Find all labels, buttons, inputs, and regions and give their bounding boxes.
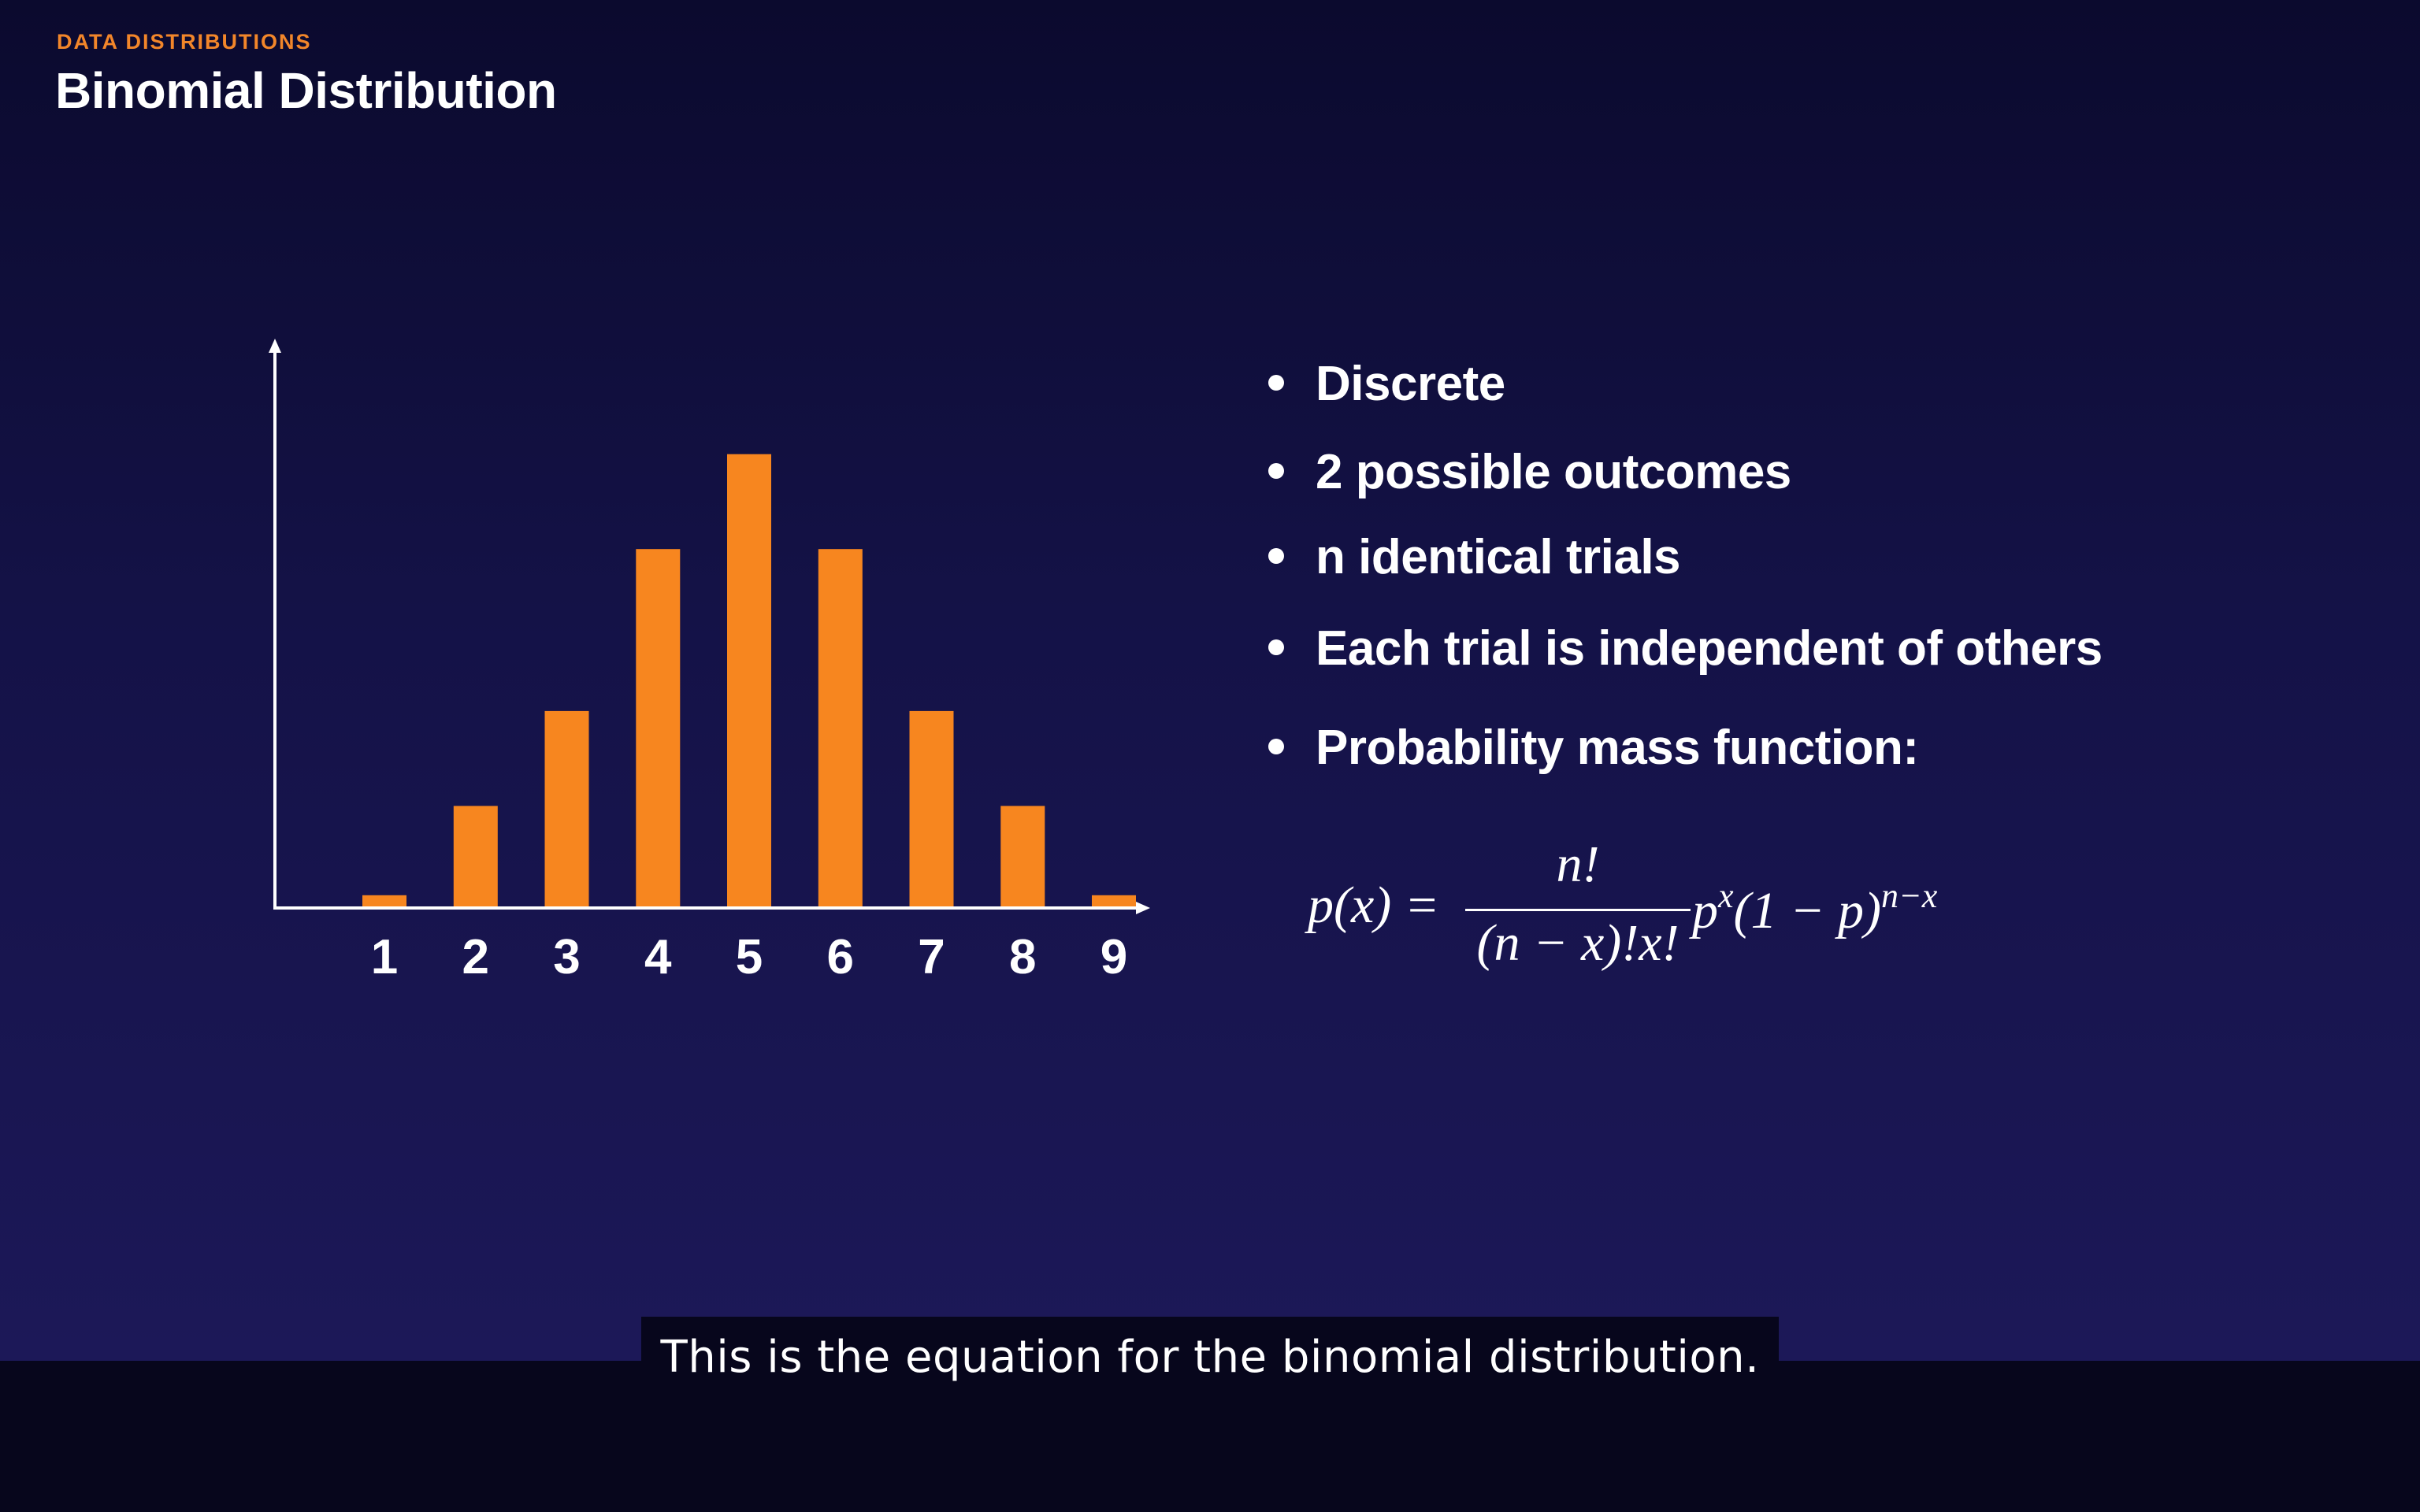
bullet-text: Discrete [1316, 357, 1505, 411]
binomial-bar-chart: 1 2 3 4 5 6 7 8 9 [269, 339, 1150, 984]
slide-title: Binomial Distribution [55, 62, 557, 119]
bar-8 [1000, 806, 1045, 906]
formula-rhs-base: p [1692, 882, 1718, 939]
x-tick-label: 8 [1009, 930, 1036, 984]
x-axis-arrow [1136, 902, 1150, 914]
formula-lhs: p(x) = [1308, 876, 1440, 934]
x-tick-label: 7 [918, 930, 945, 984]
bar-7 [909, 710, 954, 906]
bullet-dot-icon [1268, 548, 1284, 564]
bar-6 [818, 549, 863, 906]
bullet-dot-icon [1268, 463, 1284, 479]
bar-4 [636, 549, 681, 906]
subtitle-caption: This is the equation for the binomial di… [641, 1317, 1779, 1399]
chart-axes [269, 339, 1150, 914]
formula-rhs-exponent-n-minus-x: n−x [1881, 876, 1938, 915]
bullet-dot-icon [1268, 639, 1284, 655]
x-tick-label: 9 [1101, 930, 1127, 984]
formula-rhs: px(1 − p)n−x [1692, 876, 1937, 941]
bar-3 [544, 710, 589, 906]
formula-numerator: n! [1556, 836, 1600, 893]
formula-rhs-term: (1 − p) [1733, 882, 1882, 939]
x-tick-label: 1 [371, 930, 398, 984]
bar-2 [453, 806, 498, 906]
chart-tick-labels: 1 2 3 4 5 6 7 8 9 [371, 930, 1127, 984]
chart-bars [362, 454, 1136, 906]
bullet-text: Probability mass function: [1316, 721, 1919, 775]
bullet-dot-icon [1268, 375, 1284, 391]
fraction-bar [1465, 909, 1691, 911]
slide-eyebrow: DATA DISTRIBUTIONS [57, 30, 312, 54]
slide: DATA DISTRIBUTIONS Binomial Distribution… [0, 0, 2420, 1361]
bullet-text: Each trial is independent of others [1316, 621, 2103, 676]
bar-9 [1092, 895, 1136, 906]
bullet-dot-icon [1268, 739, 1284, 754]
bar-1 [362, 895, 406, 906]
bullet-text: n identical trials [1316, 530, 1681, 584]
x-tick-label: 2 [462, 930, 489, 984]
formula-rhs-exponent-x: x [1718, 876, 1734, 915]
x-tick-label: 4 [644, 930, 672, 984]
formula-denominator: (n − x)!x! [1476, 914, 1680, 972]
x-tick-label: 3 [553, 930, 580, 984]
bullet-text: 2 possible outcomes [1316, 445, 1791, 499]
x-tick-label: 5 [736, 930, 763, 984]
bar-5 [727, 454, 771, 906]
pmf-formula: p(x) = n! (n − x)!x! px(1 − p)n−x [1308, 835, 2095, 992]
y-axis-arrow [269, 339, 281, 353]
x-tick-label: 6 [827, 930, 854, 984]
formula-fraction: n! (n − x)!x! [1465, 835, 1691, 992]
